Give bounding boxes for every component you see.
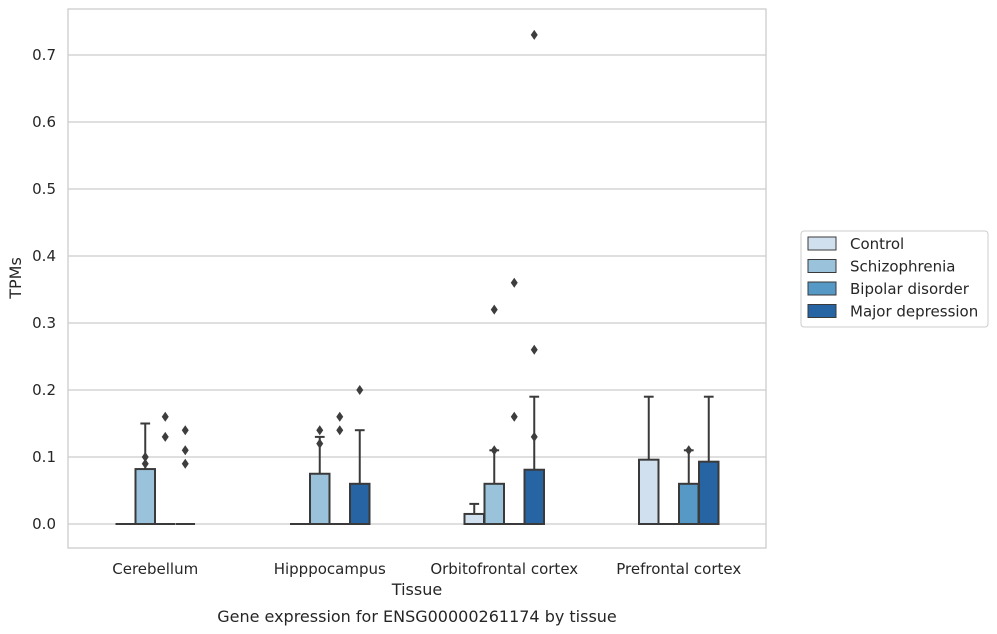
outlier-point (336, 411, 344, 422)
outlier-point (685, 445, 693, 456)
outlier-point (530, 431, 538, 442)
outlier-point (530, 29, 538, 40)
outlier-point (490, 445, 498, 456)
chart-caption: Gene expression for ENSG00000261174 by t… (217, 607, 617, 626)
y-tick-label: 0.5 (32, 180, 56, 198)
outlier-point (316, 438, 324, 449)
y-tick-label: 0.0 (32, 515, 56, 533)
outlier-point (181, 445, 189, 456)
box-group (523, 29, 545, 526)
x-tick-label: Prefrontal cortex (616, 560, 741, 578)
outlier-point (181, 458, 189, 469)
box-group (463, 502, 485, 526)
legend-label: Major depression (850, 303, 978, 321)
box-group (504, 277, 524, 525)
y-tick-label: 0.4 (32, 247, 56, 265)
y-tick-label: 0.7 (32, 46, 56, 64)
legend: Control Schizophrenia Bipolar disorder Majo… (800, 230, 989, 328)
box-group (330, 411, 350, 525)
outlier-point (181, 425, 189, 436)
box (483, 482, 505, 525)
y-tick-label: 0.6 (32, 113, 56, 131)
box (638, 458, 660, 525)
legend-label: Schizophrenia (850, 258, 955, 276)
outlier-point (336, 425, 344, 436)
outlier-point (161, 431, 169, 442)
outlier-point (316, 425, 324, 436)
outlier-point (490, 304, 498, 315)
box-group (483, 304, 505, 525)
legend-swatch (807, 236, 837, 251)
box-group (175, 425, 195, 525)
y-tick-label: 0.1 (32, 448, 56, 466)
box (309, 472, 331, 525)
legend-label: Bipolar disorder (850, 280, 970, 298)
box (523, 468, 545, 526)
box (463, 512, 485, 526)
box-group (698, 395, 720, 526)
box (698, 460, 720, 526)
outlier-point (510, 277, 518, 288)
box-group (678, 445, 700, 525)
outlier-point (141, 452, 149, 462)
legend-swatch (807, 281, 837, 296)
legend-frame (800, 230, 989, 328)
outlier-point (161, 411, 169, 422)
box-group (638, 395, 660, 525)
y-axis-label: TPMs (6, 257, 25, 300)
box-group (309, 425, 331, 525)
gridlines (68, 54, 766, 525)
x-tick-label: Cerebellum (112, 560, 198, 578)
outlier-point (530, 344, 538, 355)
box (349, 482, 371, 525)
legend-swatch (807, 304, 837, 318)
y-tick-labels: 0.0 0.1 0.2 0.3 0.4 0.5 0.6 0.7 (32, 46, 56, 533)
outlier-point (356, 385, 364, 395)
x-axis-label: Tissue (391, 580, 442, 599)
box-group (155, 411, 175, 525)
box (678, 482, 700, 525)
boxes (115, 29, 720, 526)
box-group (349, 385, 371, 525)
legend-swatch (807, 259, 837, 273)
y-tick-label: 0.3 (32, 314, 56, 332)
legend-label: Control (850, 235, 904, 253)
box (134, 468, 156, 525)
x-tick-label: Hipppocampus (274, 560, 386, 578)
outlier-point (510, 411, 518, 422)
outlier-point (141, 458, 149, 469)
x-tick-label: Orbitofrontal cortex (430, 560, 578, 578)
y-tick-label: 0.2 (32, 381, 56, 399)
plot-area-frame (67, 8, 767, 549)
x-tick-labels: Cerebellum Hipppocampus Orbitofrontal cort… (112, 560, 741, 578)
box-group (134, 422, 156, 525)
